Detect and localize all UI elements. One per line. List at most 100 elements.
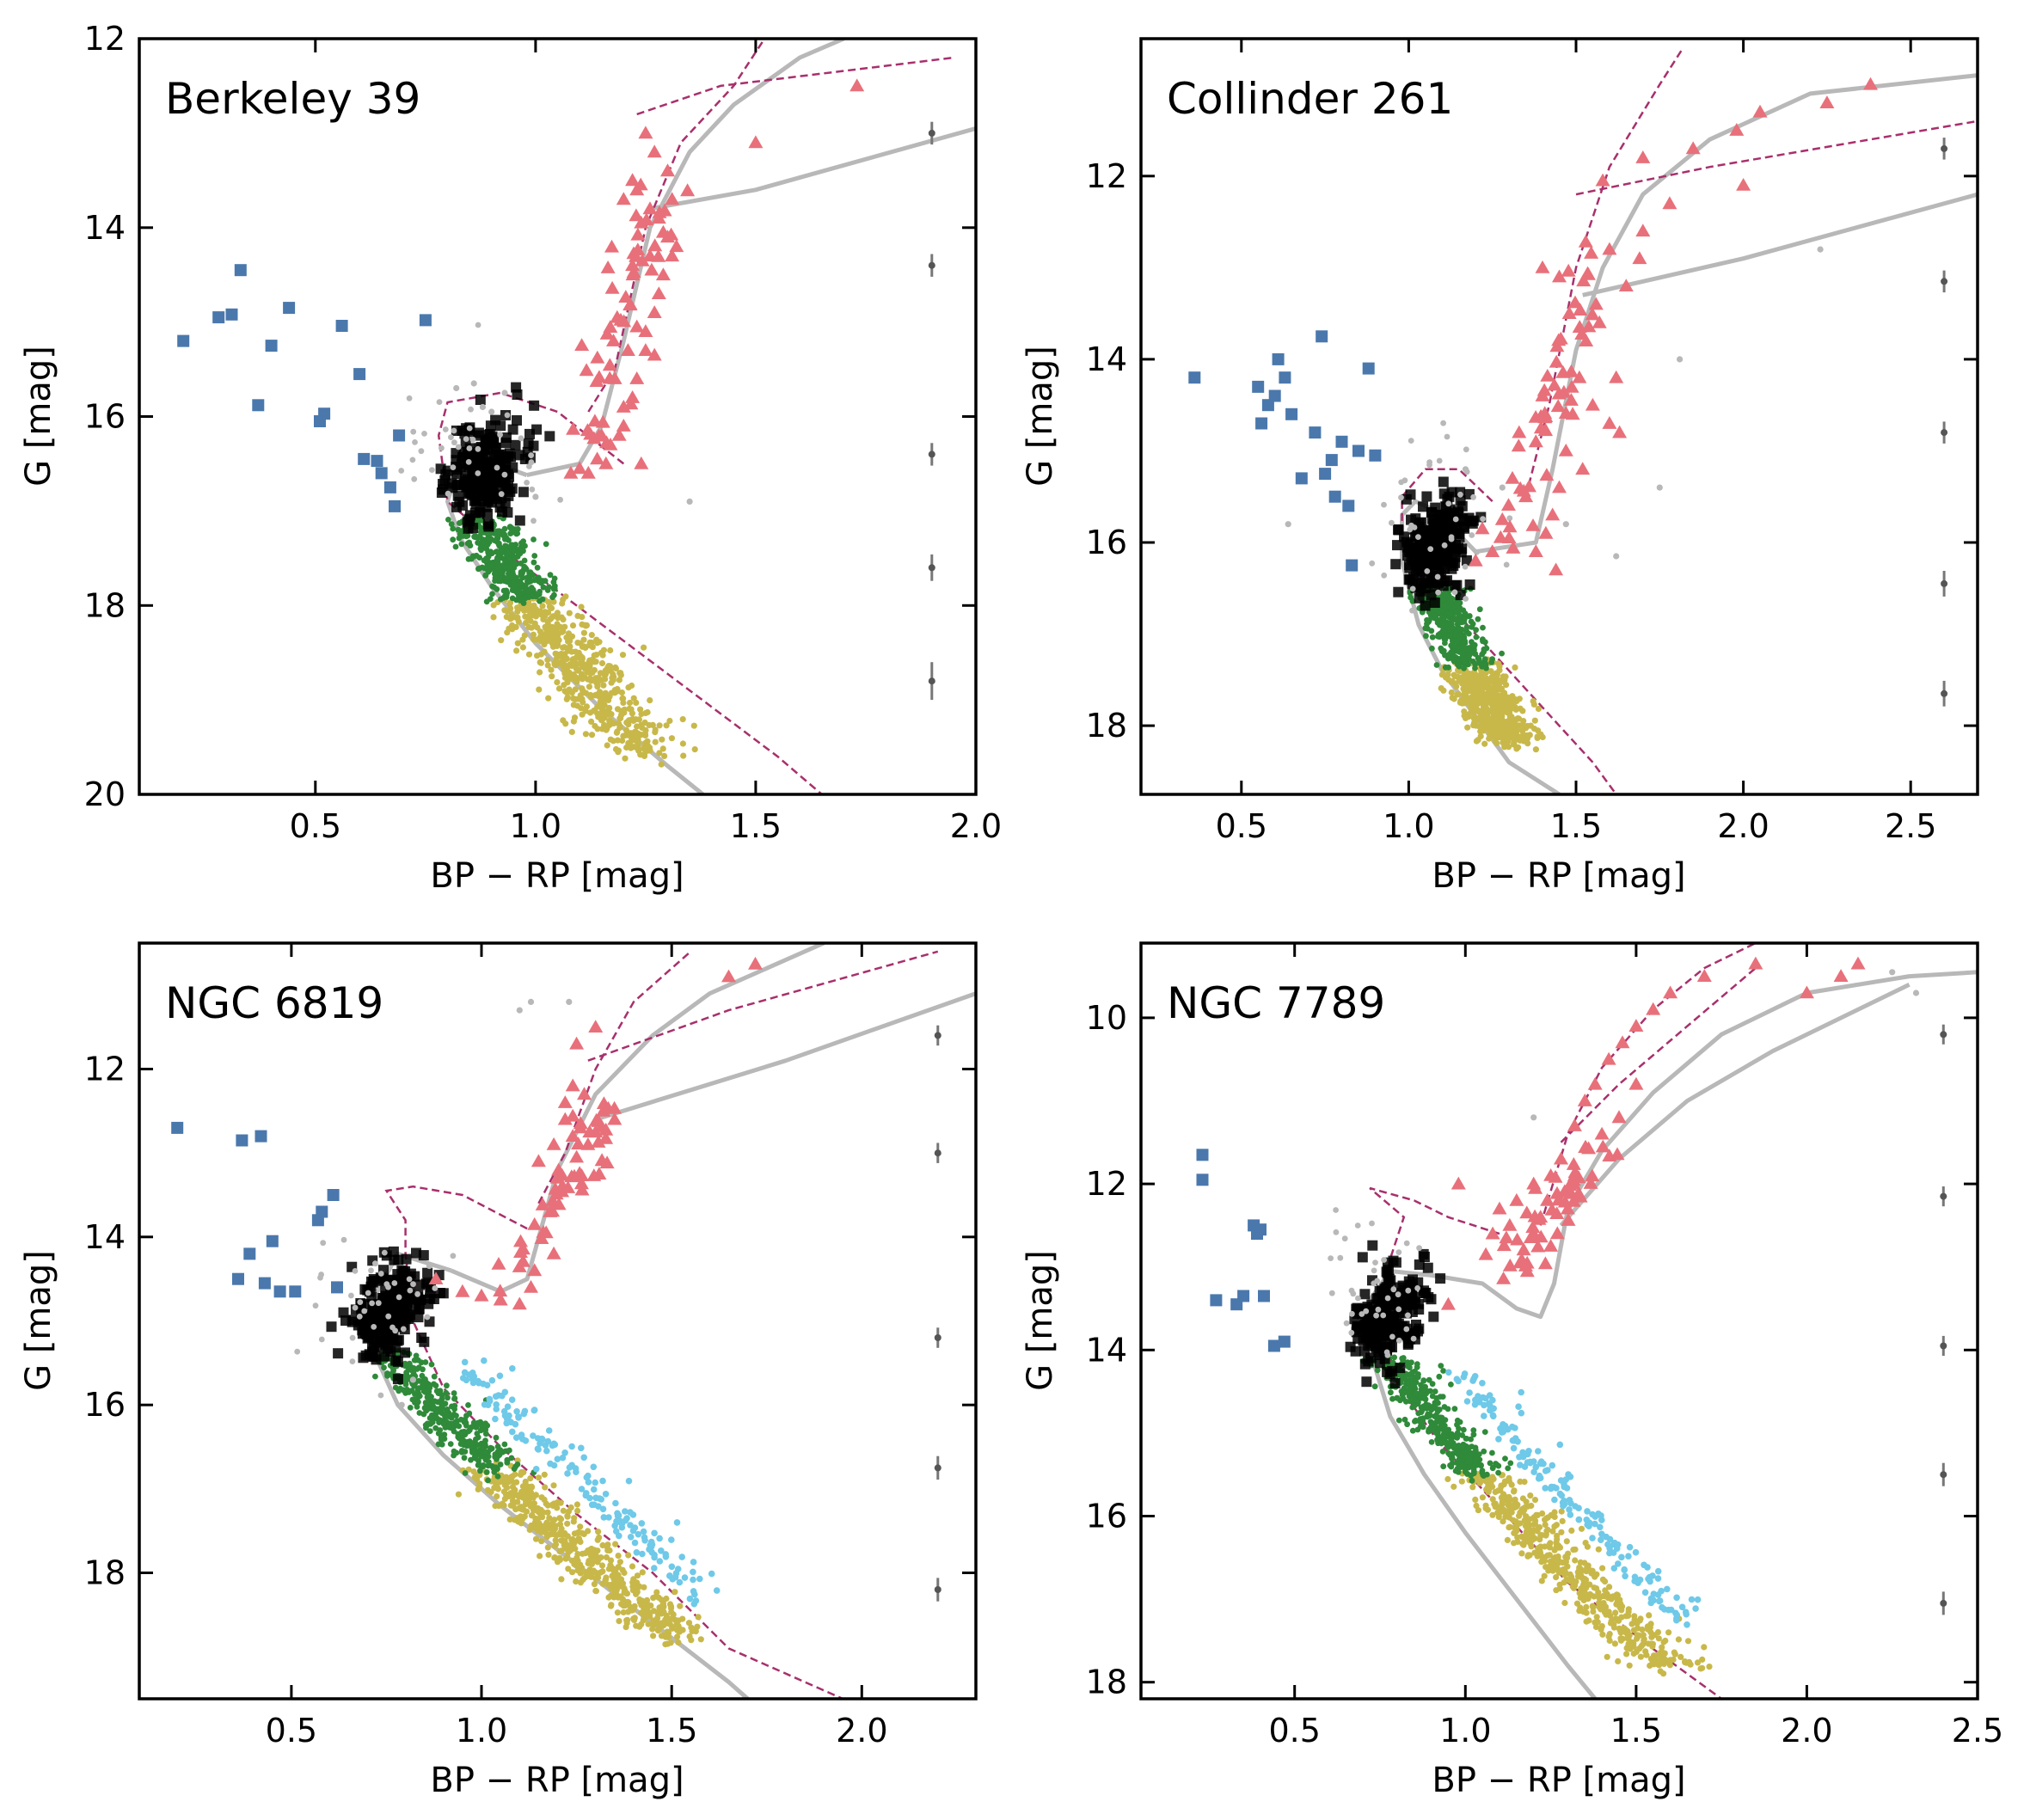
main-sequence-upper-star: [518, 540, 524, 547]
turnoff-star: [398, 1266, 409, 1278]
binary-star: [662, 1551, 669, 1558]
non-member-star: [453, 384, 460, 392]
non-member-star: [455, 444, 462, 450]
main-sequence-lower-star: [695, 1614, 702, 1621]
giant-star: [604, 239, 619, 253]
blue-straggler-star: [266, 1235, 279, 1247]
main-sequence-upper-star: [413, 1352, 420, 1359]
giant-star: [651, 286, 666, 299]
main-sequence-lower-star: [1537, 1532, 1544, 1539]
main-sequence-lower-star: [552, 1537, 559, 1544]
non-member-star: [516, 1007, 523, 1014]
main-sequence-lower-star: [1606, 1584, 1613, 1590]
main-sequence-lower-star: [551, 1523, 558, 1529]
non-member-star: [479, 403, 487, 411]
binary-star: [651, 1565, 658, 1572]
main-sequence-lower-star: [550, 598, 557, 605]
non-member-star: [406, 1276, 413, 1283]
binary-star: [631, 1539, 639, 1547]
binary-star: [656, 1558, 664, 1565]
main-sequence-upper-star: [402, 1381, 409, 1388]
main-sequence-lower-star: [562, 593, 569, 600]
main-sequence-lower-star: [541, 1471, 548, 1478]
blue-straggler-star: [1369, 449, 1382, 462]
giant-star: [1536, 383, 1552, 396]
main-sequence-upper-star: [1451, 640, 1458, 646]
main-sequence-lower-star: [506, 600, 513, 608]
blue-straggler-star: [1295, 472, 1308, 485]
main-sequence-lower-star: [599, 709, 606, 716]
x-tick-label: 1.0: [456, 1712, 507, 1750]
main-sequence-lower-star: [1625, 1606, 1632, 1613]
giant-star: [1525, 518, 1541, 531]
giant-star: [1549, 339, 1565, 352]
main-sequence-lower-star: [1665, 1629, 1672, 1636]
error-bar-point: [928, 129, 935, 137]
main-sequence-lower-star: [542, 609, 549, 616]
giant-star: [623, 396, 639, 410]
main-sequence-lower-star: [1661, 1650, 1668, 1657]
main-sequence-lower-star: [500, 1478, 508, 1486]
turnoff-star: [379, 1323, 390, 1334]
main-sequence-upper-star: [468, 1456, 474, 1463]
turnoff-star: [360, 1350, 371, 1361]
main-sequence-upper-star: [1428, 1439, 1435, 1445]
binary-star: [633, 1549, 641, 1556]
main-sequence-upper-star: [485, 1477, 491, 1484]
main-sequence-lower-star: [1518, 1533, 1525, 1540]
main-sequence-lower-star: [1556, 1581, 1563, 1588]
main-sequence-upper-star: [510, 542, 517, 548]
blue-straggler-star: [1328, 490, 1341, 503]
main-sequence-lower-star: [570, 702, 577, 708]
main-sequence-upper-star: [1484, 1471, 1490, 1478]
main-sequence-upper-star: [530, 586, 537, 593]
turnoff-star: [436, 487, 447, 498]
main-sequence-upper-star: [506, 537, 512, 543]
giant-star: [606, 334, 621, 346]
giant-star: [1574, 327, 1590, 340]
main-sequence-lower-star: [617, 671, 624, 678]
main-sequence-upper-star: [511, 554, 518, 561]
main-sequence-lower-star: [1578, 1525, 1585, 1532]
main-sequence-lower-star: [577, 1561, 584, 1568]
error-bar-point: [934, 1032, 941, 1039]
non-member-star: [442, 426, 449, 432]
error-bar-point: [928, 450, 935, 458]
binary-star: [647, 1538, 655, 1546]
blue-straggler-star: [1285, 408, 1298, 420]
main-sequence-lower-star: [658, 1610, 665, 1617]
main-sequence-lower-star: [1511, 1529, 1518, 1536]
main-sequence-upper-star: [1466, 630, 1472, 637]
main-sequence-upper-star: [508, 530, 515, 536]
main-sequence-lower-star: [615, 1564, 622, 1571]
main-sequence-lower-star: [602, 676, 609, 683]
main-sequence-lower-star: [647, 747, 653, 754]
giant-star: [555, 1184, 570, 1198]
giant-star: [527, 1216, 543, 1230]
main-sequence-upper-star: [461, 1455, 468, 1462]
main-sequence-lower-star: [564, 1520, 571, 1527]
main-sequence-lower-star: [561, 651, 568, 658]
turnoff-star: [481, 491, 492, 502]
giant-star: [1564, 379, 1579, 393]
main-sequence-lower-star: [583, 622, 591, 629]
main-sequence-lower-star: [1665, 1658, 1672, 1666]
main-sequence-lower-star: [633, 1622, 640, 1629]
main-sequence-lower-star: [1504, 694, 1511, 701]
binary-star: [641, 1537, 648, 1544]
turnoff-star: [482, 519, 494, 530]
non-member-star: [439, 444, 445, 451]
main-sequence-lower-star: [1451, 696, 1457, 702]
non-member-star: [1409, 607, 1415, 614]
main-sequence-lower-star: [581, 1574, 588, 1582]
main-sequence-lower-star: [667, 1615, 674, 1622]
giant-star: [1505, 470, 1520, 484]
main-sequence-upper-star: [490, 1465, 497, 1472]
main-sequence-lower-star: [1531, 1549, 1538, 1556]
main-sequence-lower-star: [582, 689, 590, 696]
blue-straggler-star: [283, 302, 296, 315]
main-sequence-upper-star: [465, 1428, 472, 1435]
main-sequence-lower-star: [1660, 1670, 1667, 1677]
main-sequence-upper-star: [516, 587, 522, 594]
turnoff-star: [1393, 524, 1404, 535]
